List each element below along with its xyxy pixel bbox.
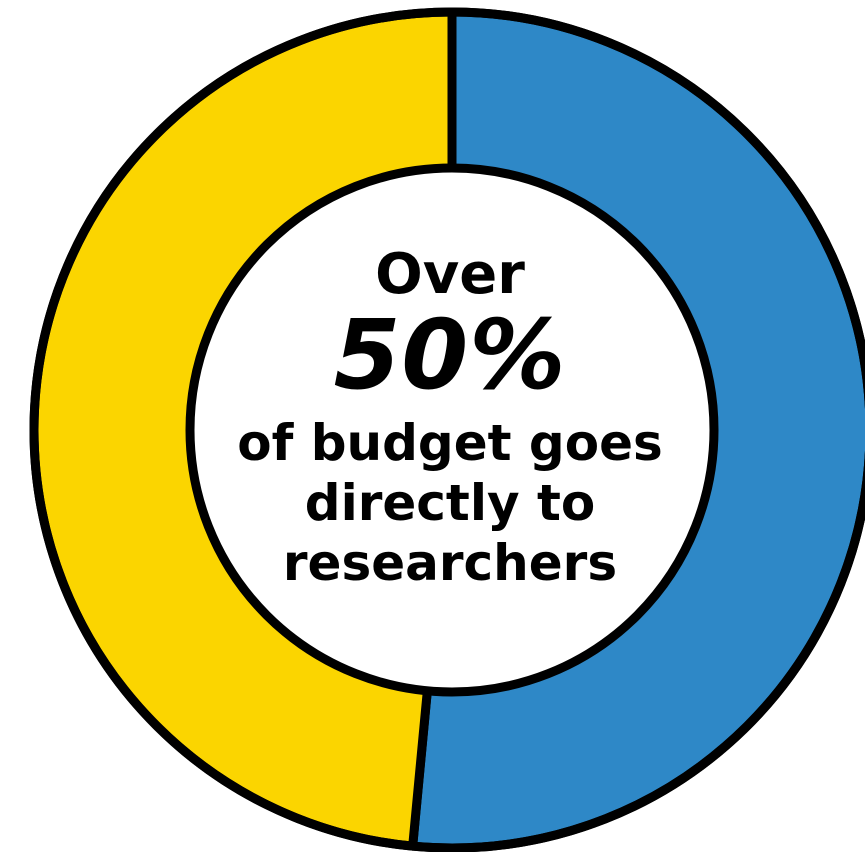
outer-outline [29,7,865,852]
center-hole [185,163,719,697]
